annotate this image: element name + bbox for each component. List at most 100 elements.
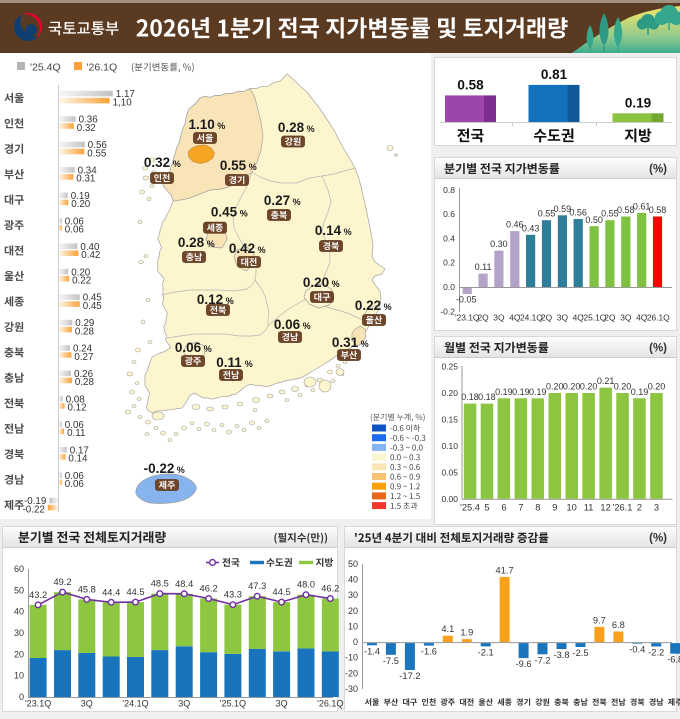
svg-text:0.11: 0.11: [216, 355, 242, 370]
svg-text:46.2: 46.2: [321, 584, 339, 594]
svg-text:0: 0: [353, 637, 358, 647]
svg-text:0.21: 0.21: [597, 376, 615, 386]
svg-text:30: 30: [348, 590, 358, 600]
svg-text:0.6: 0.6: [443, 209, 455, 219]
svg-text:2Q: 2Q: [478, 313, 490, 323]
svg-text:0.29: 0.29: [75, 318, 94, 329]
svg-text:2: 2: [637, 503, 642, 513]
svg-text:30: 30: [14, 628, 24, 638]
svg-text:'26.1Q: '26.1Q: [87, 62, 118, 74]
svg-text:0.55: 0.55: [601, 209, 619, 219]
svg-text:5: 5: [484, 503, 489, 513]
svg-text:40: 40: [348, 575, 358, 585]
svg-text:0.06: 0.06: [175, 340, 202, 355]
svg-text:0.14: 0.14: [68, 454, 88, 465]
svg-text:0.12: 0.12: [68, 403, 87, 414]
svg-text:-30: -30: [345, 684, 358, 694]
svg-text:-0.4: -0.4: [629, 645, 645, 655]
svg-text:0.08: 0.08: [66, 395, 86, 406]
svg-text:0.27: 0.27: [264, 193, 290, 208]
svg-text:0: 0: [19, 692, 24, 702]
svg-text:0.12: 0.12: [197, 292, 223, 307]
svg-text:0.55: 0.55: [538, 209, 556, 219]
svg-text:'26.1Q: '26.1Q: [317, 699, 343, 709]
svg-text:0.18: 0.18: [478, 392, 496, 402]
svg-text:0.06: 0.06: [65, 225, 85, 236]
svg-text:(%): (%): [649, 343, 667, 355]
svg-text:50: 50: [14, 585, 24, 595]
svg-text:%: %: [303, 321, 311, 331]
svg-text:%: %: [384, 302, 392, 312]
svg-text:0.24: 0.24: [73, 344, 93, 355]
svg-text:%: %: [361, 339, 369, 349]
svg-text:3Q: 3Q: [620, 313, 632, 323]
svg-text:0.0: 0.0: [443, 282, 455, 292]
svg-text:1.17: 1.17: [116, 89, 135, 100]
svg-text:4Q: 4Q: [573, 313, 585, 323]
svg-text:0.22: 0.22: [355, 298, 381, 313]
svg-text:0.45: 0.45: [83, 293, 103, 304]
svg-text:44.5: 44.5: [126, 587, 144, 597]
svg-text:0.19: 0.19: [512, 387, 530, 397]
svg-text:-20: -20: [345, 668, 358, 678]
svg-text:0.06: 0.06: [274, 317, 301, 332]
svg-text:0.45: 0.45: [83, 301, 103, 312]
svg-text:7: 7: [518, 503, 523, 513]
svg-text:0.32: 0.32: [144, 155, 170, 170]
svg-text:48.4: 48.4: [175, 579, 193, 589]
svg-text:%: %: [307, 124, 315, 134]
svg-text:0.20: 0.20: [580, 382, 598, 392]
svg-text:0.58: 0.58: [617, 205, 635, 215]
svg-text:44.4: 44.4: [102, 587, 120, 597]
svg-text:-7.5: -7.5: [383, 656, 399, 666]
svg-text:0.4: 0.4: [443, 233, 455, 243]
svg-text:-9.6: -9.6: [516, 659, 532, 669]
svg-text:0.06: 0.06: [65, 479, 85, 490]
svg-text:0.19: 0.19: [71, 191, 90, 202]
svg-text:-2.2: -2.2: [648, 648, 664, 658]
svg-text:9: 9: [552, 503, 557, 513]
svg-text:3Q: 3Q: [493, 313, 505, 323]
svg-text:-0.22: -0.22: [23, 504, 45, 515]
svg-text:%: %: [240, 209, 248, 219]
svg-text:0.40: 0.40: [80, 242, 100, 253]
svg-text:0.19: 0.19: [625, 95, 651, 110]
svg-text:4Q: 4Q: [636, 313, 648, 323]
svg-text:1.10: 1.10: [188, 117, 214, 132]
svg-text:%: %: [258, 245, 266, 255]
svg-text:%: %: [293, 197, 301, 207]
svg-text:0.34: 0.34: [78, 166, 98, 177]
svg-text:'25.4: '25.4: [460, 503, 480, 513]
svg-text:-7.2: -7.2: [534, 655, 550, 665]
svg-text:-10: -10: [345, 653, 358, 663]
svg-text:3Q: 3Q: [557, 313, 569, 323]
svg-text:-0.2: -0.2: [440, 306, 455, 316]
svg-text:6: 6: [501, 503, 506, 513]
svg-text:0.59: 0.59: [554, 204, 572, 214]
svg-text:0.11: 0.11: [475, 262, 492, 272]
svg-text:0.61: 0.61: [633, 201, 651, 211]
svg-text:0.06: 0.06: [65, 216, 85, 227]
svg-text:6.8: 6.8: [612, 620, 625, 630]
svg-text:0.28: 0.28: [75, 326, 95, 337]
svg-text:10: 10: [567, 503, 577, 513]
svg-text:0.20: 0.20: [546, 382, 564, 392]
svg-text:0.11: 0.11: [67, 428, 85, 439]
svg-text:-6.8: -6.8: [667, 655, 680, 665]
svg-text:0.56: 0.56: [569, 208, 587, 218]
svg-text:43.3: 43.3: [224, 590, 242, 600]
svg-text:0.20: 0.20: [71, 199, 91, 210]
svg-text:47.3: 47.3: [248, 581, 266, 591]
svg-text:0.25: 0.25: [441, 362, 458, 372]
svg-text:0.19: 0.19: [529, 387, 547, 397]
svg-text:0.05: 0.05: [441, 467, 458, 477]
svg-text:0.00: 0.00: [441, 494, 458, 504]
svg-text:0.58: 0.58: [457, 77, 484, 92]
svg-text:-2.1: -2.1: [478, 647, 494, 657]
svg-text:'26.1: '26.1: [613, 503, 633, 513]
svg-text:1,10: 1,10: [113, 97, 133, 108]
svg-text:0.28: 0.28: [178, 235, 205, 250]
svg-text:%: %: [207, 239, 215, 249]
svg-text:0.31: 0.31: [76, 174, 95, 185]
svg-text:'23.1Q: '23.1Q: [25, 699, 51, 709]
